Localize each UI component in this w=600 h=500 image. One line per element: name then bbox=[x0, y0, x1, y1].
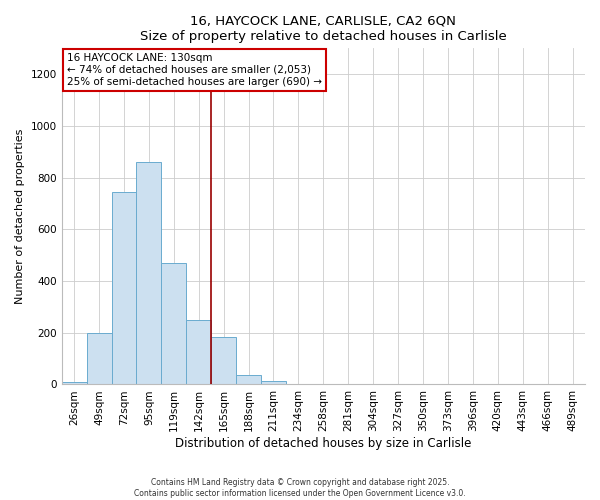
Bar bbox=[161, 263, 186, 384]
Title: 16, HAYCOCK LANE, CARLISLE, CA2 6QN
Size of property relative to detached houses: 16, HAYCOCK LANE, CARLISLE, CA2 6QN Size… bbox=[140, 15, 507, 43]
Text: 16 HAYCOCK LANE: 130sqm
← 74% of detached houses are smaller (2,053)
25% of semi: 16 HAYCOCK LANE: 130sqm ← 74% of detache… bbox=[67, 54, 322, 86]
Bar bbox=[186, 320, 211, 384]
X-axis label: Distribution of detached houses by size in Carlisle: Distribution of detached houses by size … bbox=[175, 437, 472, 450]
Bar bbox=[112, 192, 136, 384]
Bar bbox=[62, 382, 86, 384]
Bar bbox=[211, 336, 236, 384]
Bar bbox=[261, 380, 286, 384]
Bar bbox=[136, 162, 161, 384]
Bar bbox=[86, 332, 112, 384]
Bar bbox=[236, 376, 261, 384]
Y-axis label: Number of detached properties: Number of detached properties bbox=[15, 128, 25, 304]
Text: Contains HM Land Registry data © Crown copyright and database right 2025.
Contai: Contains HM Land Registry data © Crown c… bbox=[134, 478, 466, 498]
